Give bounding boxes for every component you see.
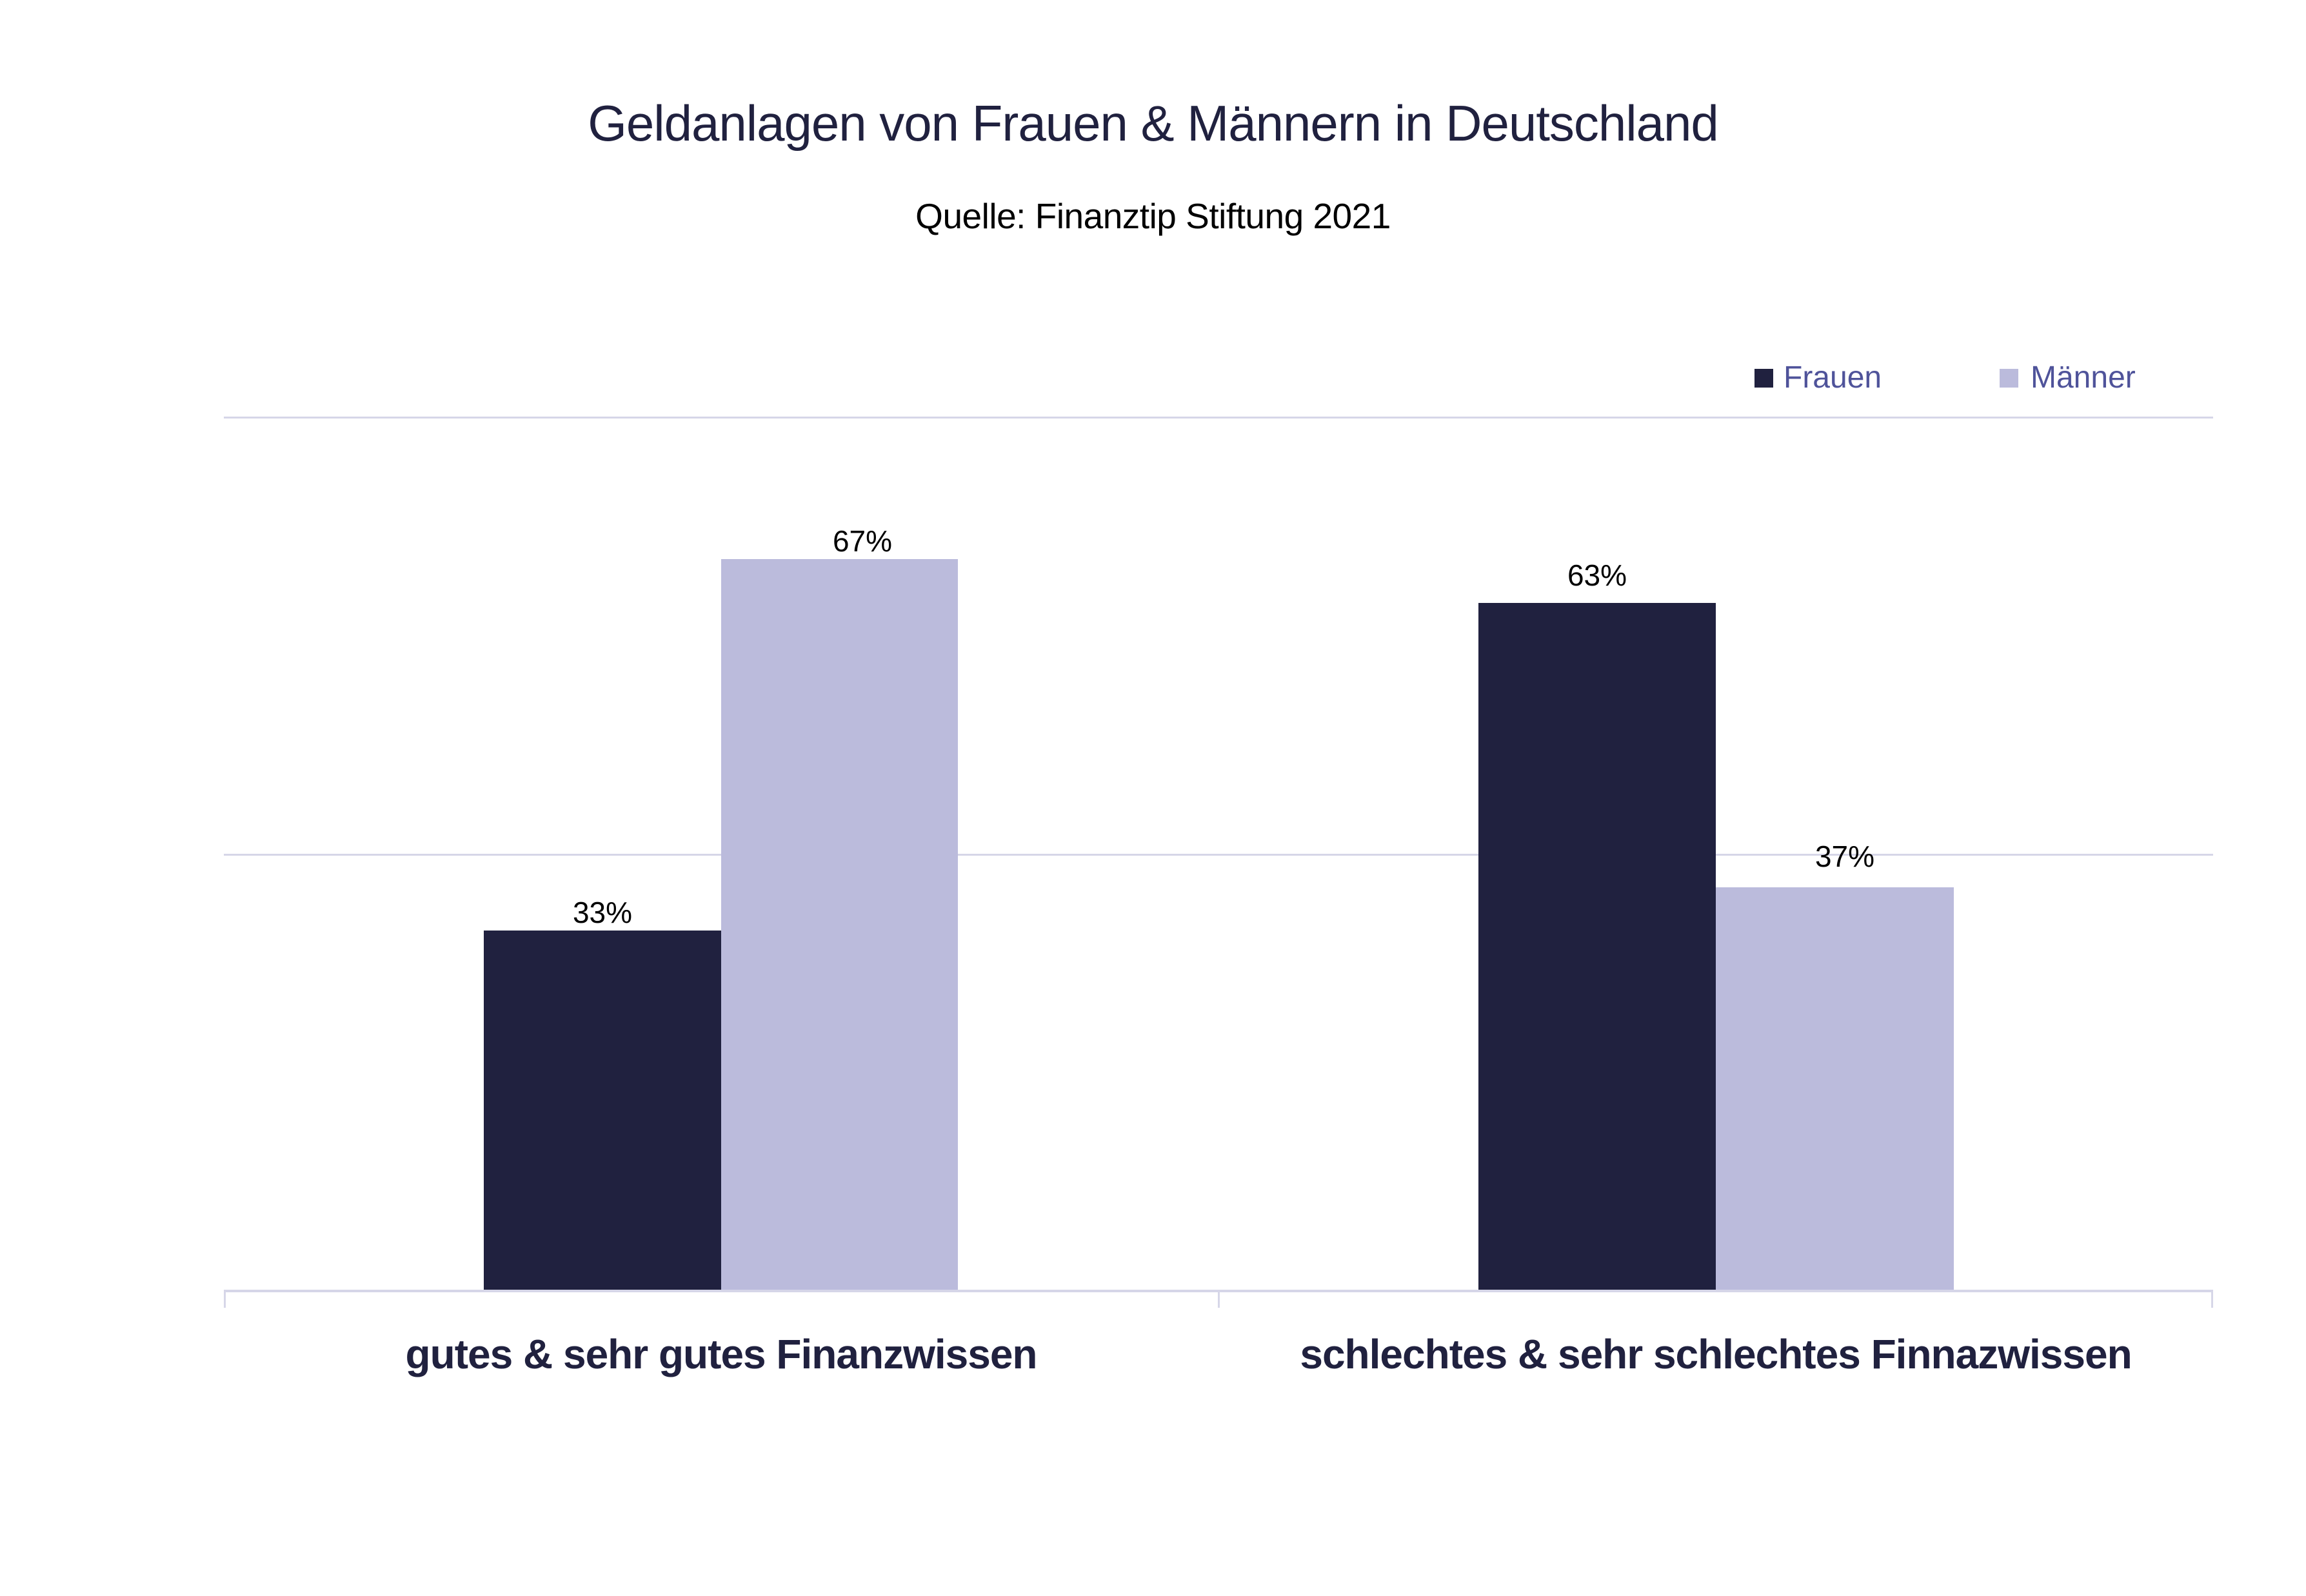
plot-area: 33% 67% 63% 37% gutes & sehr gutes Finan… — [224, 0, 2213, 1596]
gridline-40 — [224, 854, 2213, 856]
bar-maenner-gutes — [721, 559, 958, 1291]
data-label-frauen-schlechtes: 63% — [1567, 558, 1627, 592]
chart-title: Geldanlagen von Frauen & Männern in Deut… — [588, 95, 1718, 152]
data-label-frauen-gutes: 33% — [572, 896, 633, 929]
legend-swatch-frauen-icon — [1754, 369, 1773, 388]
gridline-80 — [224, 417, 2213, 419]
category-label-gutes: gutes & sehr gutes Finanzwissen — [405, 1331, 1038, 1377]
x-axis-tick — [1218, 1291, 1220, 1308]
bar-maenner-schlechtes — [1716, 887, 1954, 1291]
x-axis-tick — [2211, 1291, 2213, 1308]
bar-frauen-schlechtes — [1478, 603, 1716, 1291]
bar-frauen-gutes — [484, 931, 721, 1291]
legend-swatch-maenner-icon — [2000, 369, 2018, 388]
x-axis-tick — [224, 1291, 226, 1308]
data-label-maenner-schlechtes: 37% — [1814, 840, 1875, 873]
legend-label-frauen: Frauen — [1784, 360, 1882, 395]
category-label-schlechtes: schlechtes & sehr schlechtes Finnazwisse… — [1300, 1331, 2132, 1377]
data-label-maenner-gutes: 67% — [832, 524, 893, 558]
legend-label-maenner: Männer — [2031, 360, 2136, 395]
chart-subtitle: Quelle: Finanztip Stiftung 2021 — [915, 196, 1391, 236]
